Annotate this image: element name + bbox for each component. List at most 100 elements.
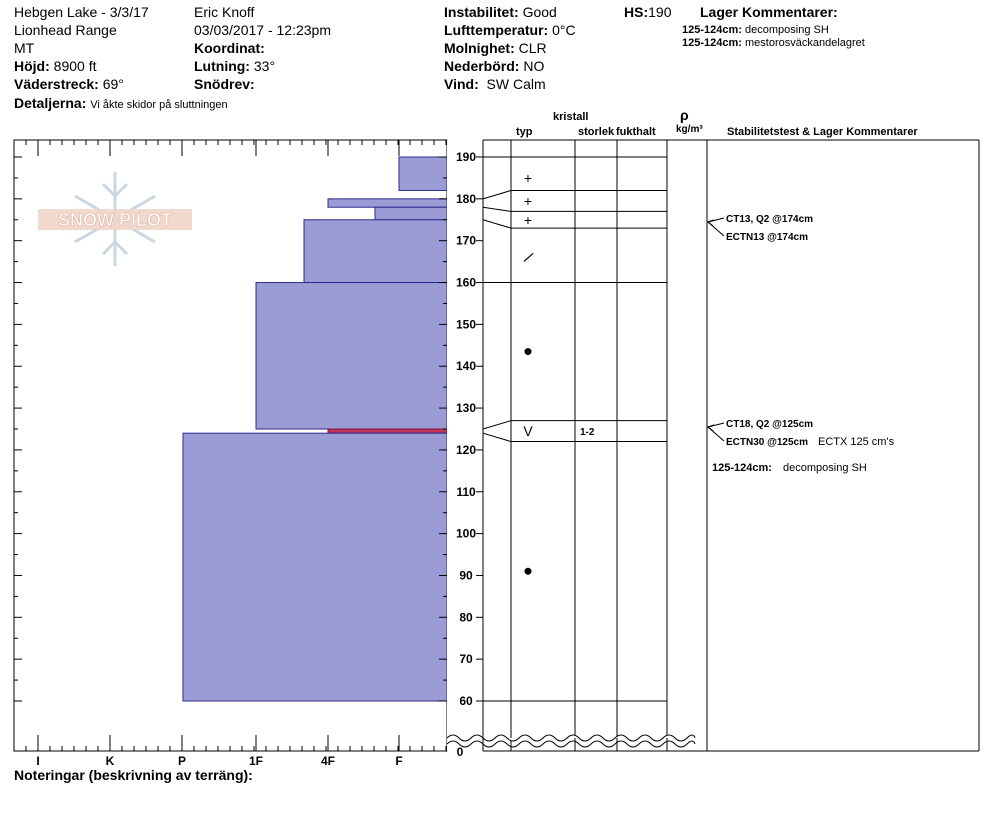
aspect-row: Väderstreck: 69° [14, 76, 124, 92]
layer-connector [482, 432, 512, 443]
elevation-label: Höjd: [14, 58, 50, 74]
column-fukthalt: fukthalt [616, 126, 656, 138]
layer-connector [482, 219, 512, 229]
hardness-tick-label: I [36, 754, 39, 768]
sky-value: CLR [518, 40, 547, 56]
arrow-head-icon [706, 424, 715, 432]
hardness-tick-label: F [395, 754, 402, 768]
slope-row: Lutning: 33° [194, 58, 275, 74]
sky-row: Molnighet: CLR [444, 40, 547, 56]
column-stability-title: Stabilitetstest & Lager Kommentarer [727, 126, 918, 138]
details-value: Vi åkte skidor på sluttningen [90, 99, 228, 111]
stability-tests: CT13, Q2 @174cm ECTN13 @174cm CT18, Q2 @12… [706, 214, 895, 474]
instability-value: Good [522, 4, 557, 20]
stability-test-label: ECTN30 @125cm [726, 437, 808, 448]
stability-test-label: CT18, Q2 @125cm [726, 419, 813, 430]
aspect-value: 69° [102, 76, 124, 92]
observation-datetime: 03/03/2017 - 12:23pm [194, 22, 331, 38]
depth-tick-label: 90 [459, 568, 473, 582]
axis-break-wave [446, 734, 696, 742]
column-storlek: storlek [578, 126, 615, 138]
sky-label: Molnighet: [444, 40, 515, 56]
grain-symbol: + [524, 170, 532, 186]
slope-label: Lutning: [194, 58, 250, 74]
layer-comment-text: mestorosväckandelagret [745, 37, 865, 49]
grain-symbol-decomposing [523, 252, 534, 262]
stability-comment-range: 125-124cm: [712, 462, 772, 474]
grain-symbol: + [524, 193, 532, 209]
coordinate-label: Koordinat: [194, 40, 265, 56]
column-kristall: kristall [553, 111, 589, 123]
axis-break-wave [446, 740, 696, 748]
location-title: Hebgen Lake - 3/3/17 [14, 4, 149, 20]
stability-test-extra: ECTX 125 cm's [818, 436, 895, 448]
depth-tick-label: 170 [456, 234, 476, 248]
column-density-unit: kg/m³ [676, 124, 703, 135]
instability-label: Instabilitet: [444, 4, 519, 20]
depth-tick-label: 80 [459, 610, 473, 624]
details-row: Detaljerna: Vi åkte skidor på sluttninge… [14, 95, 228, 112]
slope-value: 33° [253, 58, 276, 74]
stability-test-label: CT13, Q2 @174cm [726, 214, 813, 225]
layer-boundaries [482, 156, 667, 702]
depth-tick-label: 160 [456, 276, 476, 290]
depth-tick-label: 150 [456, 317, 476, 331]
observer-name: Eric Knoff [194, 4, 255, 20]
depth-axis: 190 180 170 160 150 140 130 120 110 100 90 80 70 60 [456, 150, 483, 708]
elevation-row: Höjd: 8900 ft [14, 58, 96, 74]
layer-connector [482, 206, 512, 212]
depth-tick-label: 70 [459, 652, 473, 666]
depth-axis-background [447, 140, 483, 751]
grain-symbol-rounded [524, 567, 532, 575]
depth-tick-label: 110 [456, 485, 476, 499]
hardness-layer-bar [255, 282, 448, 430]
depth-tick-label: 180 [456, 192, 476, 206]
precip-label: Nederbörd: [444, 58, 520, 74]
layer-comment-range: 125-124cm: [682, 37, 742, 49]
stability-test-label: ECTN13 @174cm [726, 232, 808, 243]
logo-text: SNOW PILOT [58, 210, 172, 230]
notes-label: Noteringar (beskrivning av terräng): [14, 767, 253, 783]
hs-row: HS:190 [624, 4, 671, 20]
depth-tick-label: 100 [456, 527, 476, 541]
state-name: MT [14, 40, 35, 56]
range-name: Lionhead Range [14, 22, 117, 38]
depth-tick-label: 120 [456, 443, 476, 457]
airtemp-row: Lufttemperatur: 0°C [444, 22, 576, 38]
wind-label: Vind: [444, 76, 479, 92]
layer-connector [482, 189, 512, 200]
grain-symbol: + [524, 212, 532, 228]
drift-label: Snödrev: [194, 76, 255, 92]
depth-tick-label: 130 [456, 401, 476, 415]
hardness-layer-bar [182, 432, 448, 702]
wind-row: Vind: SW Calm [444, 76, 546, 92]
hardness-layer-bar [327, 428, 448, 434]
airtemp-value: 0°C [552, 22, 576, 38]
hardness-layer-bar [398, 156, 448, 191]
depth-axis-break-label: 0 [457, 745, 464, 759]
profile-table [482, 139, 980, 752]
precip-row: Nederbörd: NO [444, 58, 544, 74]
elevation-value: 8900 ft [53, 58, 97, 74]
depth-tick-label: 190 [456, 150, 476, 164]
layer-connector [482, 420, 512, 430]
hs-value: 190 [648, 4, 672, 20]
hardness-layer-bar [303, 219, 448, 284]
aspect-label: Väderstreck: [14, 76, 99, 92]
hs-label: HS: [624, 4, 649, 20]
airtemp-label: Lufttemperatur: [444, 22, 549, 38]
hardness-tick-label: 4F [321, 754, 335, 768]
hardness-tick-label: K [106, 754, 115, 768]
grain-symbol: V [523, 423, 533, 439]
depth-tick-label: 60 [459, 694, 473, 708]
column-rho: ρ [680, 107, 689, 123]
hardness-tick-label: P [178, 754, 186, 768]
details-label: Detaljerna: [14, 95, 87, 111]
grain-type-symbols: + + + V 1-2 [523, 170, 595, 575]
layer-comment-text: decomposing SH [745, 24, 829, 36]
grain-size-value: 1-2 [580, 427, 595, 438]
hardness-tick-label: 1F [249, 754, 263, 768]
instability-row: Instabilitet: Good [444, 4, 557, 20]
grain-symbol-rounded [524, 348, 532, 356]
